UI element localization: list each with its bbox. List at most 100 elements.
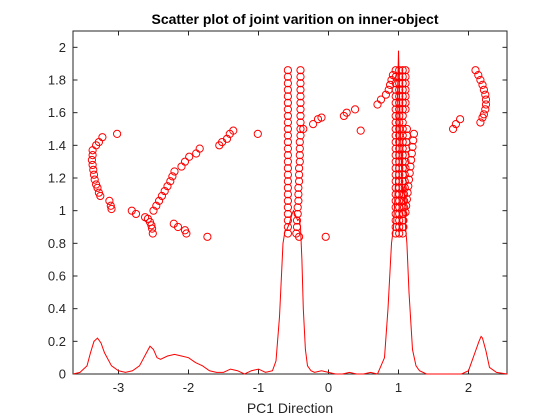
scatter-point	[296, 92, 305, 101]
axes-frame	[72, 30, 508, 375]
scatter-point	[283, 209, 292, 219]
y-tick-label: 0.8	[48, 236, 66, 251]
scatter-point	[283, 111, 292, 121]
scatter-point	[408, 142, 417, 152]
scatter-point	[296, 124, 305, 134]
scatter-point	[404, 175, 414, 184]
scatter-point	[404, 182, 413, 191]
x-tick-label: 2	[465, 380, 472, 395]
scatter-point	[296, 85, 305, 94]
scatter-point	[98, 133, 107, 142]
scatter-point	[409, 136, 418, 145]
scatter-point	[222, 134, 232, 143]
scatter-point	[148, 224, 157, 233]
scatter-point	[295, 177, 304, 186]
scatter-point	[283, 196, 292, 205]
scatter-point	[296, 72, 305, 81]
scatter-point	[295, 164, 304, 173]
scatter-point	[295, 232, 304, 241]
scatter-point	[395, 151, 404, 160]
scatter-point	[283, 229, 292, 238]
x-tick-label: -1	[253, 380, 265, 395]
scatter-point	[96, 191, 105, 201]
scatter-point	[398, 229, 407, 238]
scatter-point	[407, 149, 416, 158]
scatter-point	[283, 216, 292, 225]
scatter-point	[89, 170, 99, 179]
scatter-point	[295, 151, 304, 160]
scatter-point	[342, 108, 351, 117]
scatter-point	[296, 79, 305, 88]
scatter-point	[402, 144, 411, 153]
x-tick-label: -2	[183, 380, 195, 395]
scatter-point	[195, 144, 204, 153]
scatter-point	[203, 232, 212, 241]
scatter-point	[253, 129, 262, 138]
scatter-point	[376, 95, 386, 104]
scatter-point	[351, 105, 360, 114]
scatter-point	[283, 183, 292, 192]
x-tick-labels: -3 -2 -1 0 1 2	[113, 380, 472, 395]
scatter-point	[401, 208, 410, 217]
scatter-point	[398, 124, 407, 134]
scatter-point	[395, 85, 404, 94]
scatter-point	[395, 92, 404, 101]
scatter-point	[283, 190, 292, 199]
scatter-point	[296, 98, 305, 107]
y-tick-label: 0.2	[48, 334, 66, 349]
y-tick-label: 1	[59, 203, 66, 218]
scatter-point	[395, 196, 404, 205]
scatter-point	[399, 222, 408, 232]
scatter-point	[321, 232, 330, 241]
scatter-point	[148, 229, 157, 238]
scatter-point	[309, 120, 318, 129]
x-axis-label: PC1 Direction	[247, 400, 333, 416]
scatter-point	[399, 216, 408, 225]
scatter-point	[476, 118, 485, 127]
scatter-point	[405, 169, 414, 178]
scatter-point	[283, 72, 292, 81]
scatter-point	[401, 66, 410, 75]
scatter-point	[356, 126, 365, 135]
scatter-point	[399, 209, 408, 219]
scatter-point	[395, 183, 404, 192]
scatter-point	[406, 162, 415, 171]
scatter-point	[395, 157, 404, 166]
scatter-point	[113, 129, 122, 138]
scatter-point	[401, 105, 410, 114]
scatter-point	[398, 131, 407, 140]
y-tick-label: 1.4	[48, 138, 66, 153]
scatter-point	[401, 98, 410, 107]
scatter-point	[481, 95, 491, 104]
scatter-point	[395, 177, 404, 186]
scatter-point	[401, 92, 410, 101]
scatter-point	[292, 216, 302, 225]
scatter-point	[317, 113, 326, 122]
scatter-point	[87, 155, 97, 165]
scatter-point	[395, 216, 404, 225]
scatter-point	[403, 188, 412, 197]
scatter-point	[295, 157, 304, 166]
scatter-point	[283, 164, 292, 173]
scatter-point	[296, 105, 305, 114]
scatter-point	[449, 124, 458, 134]
scatter-point	[395, 79, 404, 88]
scatter-point	[401, 79, 410, 88]
chart-title: Scatter plot of joint varition on inner-…	[151, 11, 438, 27]
scatter-point	[401, 72, 410, 81]
scatter-point	[481, 105, 490, 114]
scatter-point	[398, 137, 407, 147]
scatter-points-layer	[87, 66, 491, 241]
scatter-point	[283, 137, 292, 147]
scatter-point	[283, 124, 292, 134]
scatter-point	[478, 113, 487, 122]
scatter-point	[478, 80, 487, 90]
x-tick-label: -3	[113, 380, 125, 395]
scatter-point	[182, 229, 191, 238]
scatter-point	[283, 98, 292, 107]
scatter-point	[395, 170, 404, 179]
scatter-point	[295, 170, 304, 179]
scatter-point	[93, 183, 102, 192]
scatter-point	[105, 196, 114, 205]
